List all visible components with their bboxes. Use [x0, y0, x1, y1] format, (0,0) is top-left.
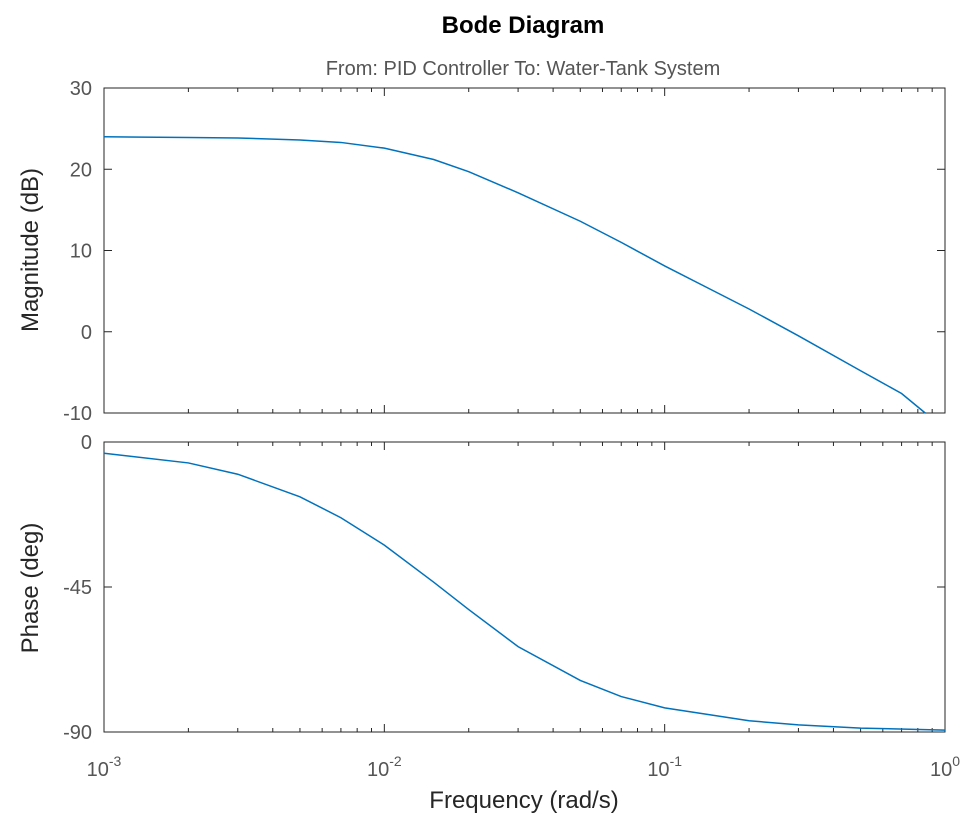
phase-plot-area [103, 441, 946, 733]
x-tick-base: 10 [367, 759, 389, 781]
x-tick-label: 10-1 [647, 753, 682, 781]
phase-panel: 0 -45 -90 Phase (deg) [17, 432, 946, 744]
chart-subtitle: From: PID Controller To: Water-Tank Syst… [326, 58, 721, 80]
magnitude-series-line [103, 136, 926, 414]
phase-y-tick-label: 0 [81, 432, 92, 454]
magnitude-plot-area [103, 87, 946, 414]
x-tick-base: 10 [647, 759, 669, 781]
magnitude-y-axis-label: Magnitude (dB) [17, 168, 44, 332]
phase-series-line [103, 452, 946, 731]
x-tick-base: 10 [930, 759, 952, 781]
x-tick-exponent: -2 [389, 753, 402, 769]
magnitude-y-tick-label: 20 [70, 159, 92, 181]
phase-y-tick-label: -45 [63, 577, 92, 599]
x-tick-exponent: 0 [952, 753, 960, 769]
phase-y-axis-label: Phase (deg) [17, 523, 44, 654]
x-tick-label: 10-2 [367, 753, 402, 781]
magnitude-y-tick-label: -10 [63, 403, 92, 425]
x-tick-exponent: -1 [670, 753, 683, 769]
magnitude-y-tick-label: 30 [70, 78, 92, 100]
x-tick-label: 100 [930, 753, 960, 781]
chart-title: Bode Diagram [442, 12, 605, 39]
phase-y-tick-label: -90 [63, 722, 92, 744]
magnitude-y-tick-label: 0 [81, 322, 92, 344]
x-tick-exponent: -3 [109, 753, 122, 769]
magnitude-y-tick-label: 10 [70, 241, 92, 263]
x-axis-label: Frequency (rad/s) [429, 787, 618, 814]
x-tick-base: 10 [87, 759, 109, 781]
x-axis-ticks: 10-3 10-2 10-1 100 [87, 753, 961, 781]
magnitude-panel: 30 20 10 0 -10 Magnitude (dB) [17, 78, 946, 425]
x-tick-label: 10-3 [87, 753, 122, 781]
